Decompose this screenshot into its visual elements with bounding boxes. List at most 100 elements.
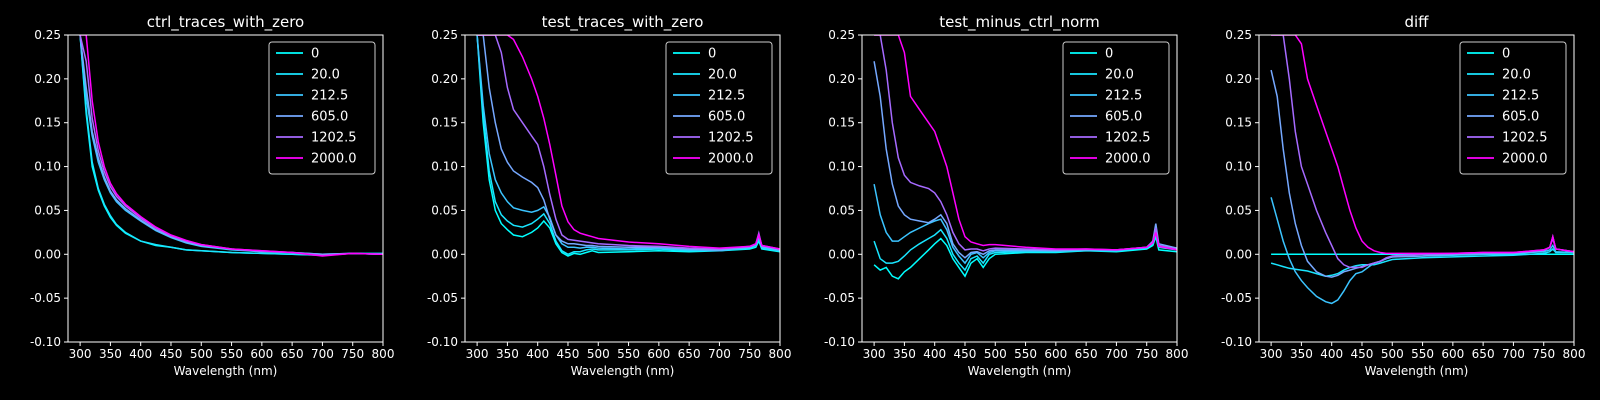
series-line-212.5-panel-3 <box>873 183 1177 265</box>
legend-label: 605.0 <box>311 110 348 125</box>
x-tick-label: 650 <box>1472 347 1495 361</box>
y-tick-label: 0.05 <box>431 203 458 217</box>
series-line-2000.0-panel-1 <box>80 35 383 257</box>
x-tick-label: 700 <box>1105 347 1128 361</box>
y-tick-label: 0.10 <box>34 160 61 174</box>
axes-frame <box>464 34 781 343</box>
y-tick-label: -0.10 <box>824 335 855 349</box>
legend-box <box>665 41 773 175</box>
x-tick-label: 800 <box>1166 347 1189 361</box>
legend-label: 1202.5 <box>1105 131 1151 146</box>
legend-label: 605.0 <box>1105 110 1142 125</box>
x-tick-label: 550 <box>220 347 243 361</box>
legend-label: 212.5 <box>1105 89 1142 104</box>
x-tick-label: 600 <box>647 347 670 361</box>
x-tick-label: 800 <box>372 347 395 361</box>
legend-box <box>268 41 376 175</box>
x-tick-label: 800 <box>1563 347 1586 361</box>
x-tick-label: 650 <box>281 347 304 361</box>
legend-label: 212.5 <box>1502 89 1539 104</box>
y-tick-label: 0.05 <box>34 203 61 217</box>
x-tick-label: 650 <box>678 347 701 361</box>
x-axis-label: Wavelength (nm) <box>968 364 1072 378</box>
legend-label: 0 <box>1105 47 1113 62</box>
y-tick-label: 0.05 <box>828 203 855 217</box>
x-tick-label: 400 <box>923 347 946 361</box>
y-tick-label: -0.10 <box>30 335 61 349</box>
legend-label: 2000.0 <box>1502 152 1548 167</box>
y-tick-label: 0.15 <box>828 116 855 130</box>
series-line-212.5-panel-4 <box>1270 197 1574 305</box>
x-tick-label: 500 <box>190 347 213 361</box>
y-tick-label: -0.10 <box>1221 335 1252 349</box>
x-tick-label: 400 <box>129 347 152 361</box>
y-tick-label: 0.20 <box>431 72 458 86</box>
y-tick-label: -0.05 <box>1221 291 1252 305</box>
y-tick-label: 0.15 <box>431 116 458 130</box>
axes-frame <box>1258 34 1575 343</box>
x-tick-label: 700 <box>1502 347 1525 361</box>
x-tick-label: 650 <box>1075 347 1098 361</box>
x-tick-label: 750 <box>341 347 364 361</box>
legend-label: 605.0 <box>708 110 745 125</box>
x-tick-label: 800 <box>769 347 792 361</box>
y-tick-label: 0.10 <box>1225 160 1252 174</box>
y-tick-label: 0.00 <box>828 247 855 261</box>
y-tick-label: -0.10 <box>427 335 458 349</box>
x-tick-label: 350 <box>1290 347 1313 361</box>
x-tick-label: 500 <box>1381 347 1404 361</box>
series-line-20.0-panel-1 <box>79 35 383 256</box>
legend-label: 212.5 <box>708 89 745 104</box>
legend-label: 20.0 <box>708 68 737 83</box>
series-line-2000.0-panel-4 <box>1271 35 1574 255</box>
x-tick-label: 600 <box>1044 347 1067 361</box>
legend-label: 1202.5 <box>311 131 357 146</box>
legend-label: 1202.5 <box>1502 131 1548 146</box>
x-tick-label: 450 <box>1351 347 1374 361</box>
x-tick-label: 400 <box>526 347 549 361</box>
x-tick-label: 350 <box>99 347 122 361</box>
legend-label: 212.5 <box>311 89 348 104</box>
x-axis-label: Wavelength (nm) <box>1365 364 1469 378</box>
x-tick-label: 350 <box>893 347 916 361</box>
legend-label: 20.0 <box>311 68 340 83</box>
legend-label: 2000.0 <box>311 152 357 167</box>
x-tick-label: 750 <box>738 347 761 361</box>
y-tick-label: -0.05 <box>30 291 61 305</box>
legend-box <box>1459 41 1567 175</box>
series-line-0-panel-3 <box>873 233 1177 280</box>
x-tick-label: 600 <box>250 347 273 361</box>
legend-label: 0 <box>311 47 319 62</box>
y-tick-label: 0.05 <box>1225 203 1252 217</box>
chart-title: diff <box>1404 13 1429 31</box>
x-tick-label: 550 <box>617 347 640 361</box>
legend-box <box>1062 41 1170 175</box>
legend-label: 0 <box>708 47 716 62</box>
legend-label: 2000.0 <box>1105 152 1151 167</box>
x-tick-label: 550 <box>1014 347 1037 361</box>
y-tick-label: -0.05 <box>427 291 458 305</box>
legend-label: 1202.5 <box>708 131 754 146</box>
x-axis-label: Wavelength (nm) <box>571 364 675 378</box>
legend-label: 605.0 <box>1502 110 1539 125</box>
series-line-2000.0-panel-2 <box>477 35 780 250</box>
x-tick-label: 300 <box>69 347 92 361</box>
x-tick-label: 700 <box>311 347 334 361</box>
y-tick-label: 0.10 <box>828 160 855 174</box>
series-line-2000.0-panel-3 <box>874 35 1177 251</box>
x-tick-label: 300 <box>466 347 489 361</box>
x-tick-label: 300 <box>1260 347 1283 361</box>
x-tick-label: 600 <box>1441 347 1464 361</box>
y-tick-label: 0.00 <box>1225 247 1252 261</box>
x-tick-label: 450 <box>557 347 580 361</box>
axes-frame <box>67 34 384 343</box>
y-tick-label: 0.20 <box>828 72 855 86</box>
chart-title: test_minus_ctrl_norm <box>939 13 1100 32</box>
y-tick-label: 0.25 <box>1225 28 1252 42</box>
y-tick-label: 0.00 <box>34 247 61 261</box>
y-tick-label: 0.25 <box>828 28 855 42</box>
x-tick-label: 750 <box>1532 347 1555 361</box>
x-axis-label: Wavelength (nm) <box>174 364 278 378</box>
x-tick-label: 300 <box>863 347 886 361</box>
